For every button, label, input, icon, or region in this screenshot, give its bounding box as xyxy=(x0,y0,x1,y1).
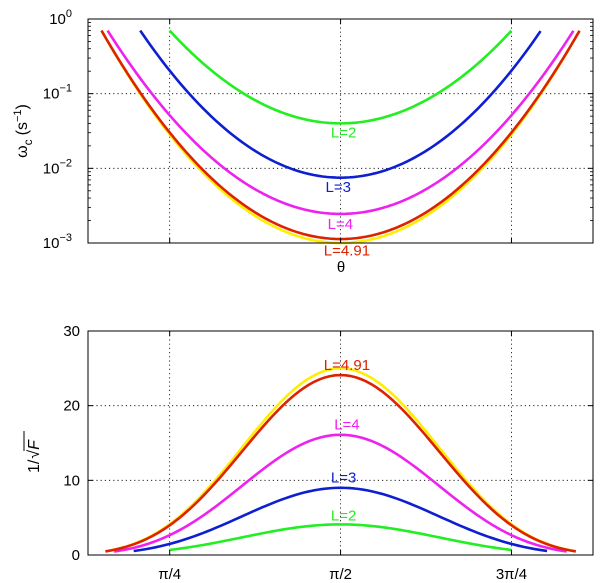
bottom-y-tick-label: 30 xyxy=(63,323,80,340)
bottom-panel: 0 10 20 30 π/4 π/2 3π/4 L=2 L=3 L=4 L=4.91 1/√F xyxy=(23,323,594,583)
top-ylabel-main: ω xyxy=(14,145,31,158)
bottom-ylabel-text: 1/√F xyxy=(26,439,43,473)
top-label-l-4-91: L=4.91 xyxy=(324,243,370,260)
top-curve-l-2 xyxy=(168,29,513,125)
bottom-curve-l-4-91 xyxy=(105,373,577,553)
bottom-series-labels: L=2 L=3 L=4 L=4.91 xyxy=(324,357,370,525)
top-curve-l-4 xyxy=(106,29,575,216)
bottom-grid xyxy=(88,331,593,555)
bottom-y-tick-label: 10 xyxy=(63,472,80,489)
bottom-curve-l-2 xyxy=(169,523,512,552)
top-plot-background xyxy=(88,19,593,243)
bottom-y-tick-label: 20 xyxy=(63,398,80,415)
bottom-curve-l-3 xyxy=(133,486,548,553)
top-y-axis-label: ωc (s−1) xyxy=(12,104,35,158)
bottom-y-tick-labels: 0 10 20 30 xyxy=(63,323,80,564)
bottom-y-tick-label: 0 xyxy=(72,547,80,564)
top-ylabel-unit-exp: −1 xyxy=(12,109,24,122)
bottom-ticks xyxy=(88,330,593,556)
bottom-curve-l-4 xyxy=(113,433,567,553)
top-label-l-2: L=2 xyxy=(331,124,356,141)
top-label-l-4: L=4 xyxy=(328,216,353,233)
top-y-tick-label: 100 xyxy=(49,8,72,28)
bottom-x-tick-label: π/4 xyxy=(158,566,181,583)
bottom-x-tick-label: 3π/4 xyxy=(496,566,527,583)
bottom-ylabel-pre: 1/ xyxy=(26,459,43,473)
bottom-label-l-4: L=4 xyxy=(334,417,359,434)
bottom-label-l-3: L=3 xyxy=(331,470,356,487)
top-ticks xyxy=(88,18,593,244)
top-series-labels: L=2 L=3 L=4 L=4.91 xyxy=(324,124,370,259)
top-y-tick-label: 10−3 xyxy=(43,232,72,252)
top-y-tick-label: 10−2 xyxy=(43,157,72,177)
bottom-series xyxy=(105,367,577,553)
bottom-x-tick-label: π/2 xyxy=(329,566,352,583)
top-y-tick-labels: 100 10−1 10−2 10−3 xyxy=(43,8,72,252)
bottom-label-l-2: L=2 xyxy=(331,508,356,525)
top-y-tick-label: 10−1 xyxy=(43,83,72,103)
top-ylabel-unit-close: ) xyxy=(14,104,31,109)
bottom-ylabel-var: F xyxy=(26,439,43,450)
top-ylabel-sub: c xyxy=(21,139,35,145)
top-curve-l-3 xyxy=(139,29,542,179)
top-ylabel-unit: (s xyxy=(14,122,31,135)
bottom-y-axis-label: 1/√F xyxy=(23,431,43,473)
bottom-ylabel-radical: √ xyxy=(26,450,43,459)
bottom-label-l-4-91: L=4.91 xyxy=(324,357,370,374)
top-label-l-3: L=3 xyxy=(325,179,350,196)
top-grid xyxy=(88,19,593,243)
bottom-x-tick-labels: π/4 π/2 3π/4 xyxy=(158,566,527,583)
top-x-axis-label: θ xyxy=(337,259,345,276)
